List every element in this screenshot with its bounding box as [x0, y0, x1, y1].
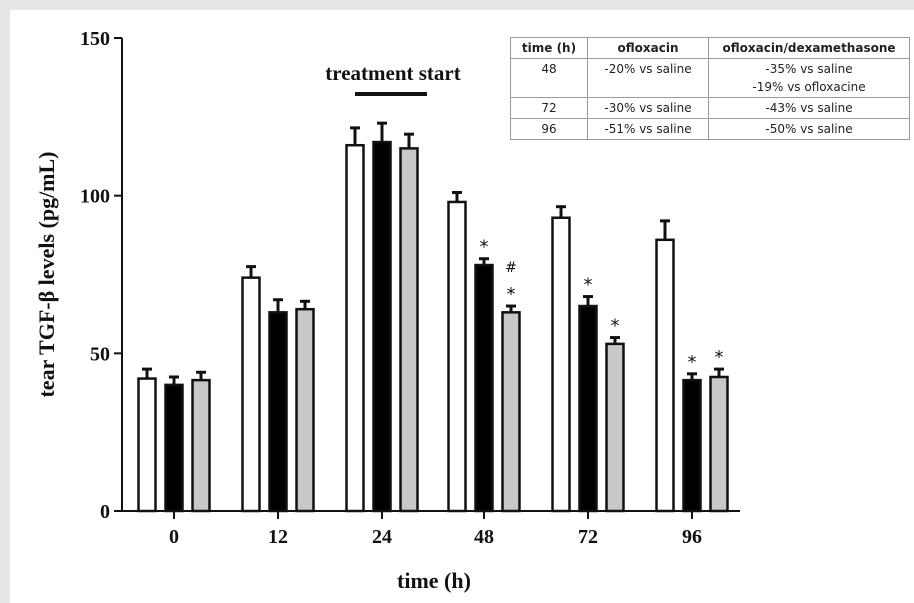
- bar: [372, 140, 392, 513]
- bar: [295, 307, 315, 513]
- bar: [164, 383, 184, 513]
- table-row: 96 -51% vs saline -50% vs saline: [510, 118, 910, 140]
- asterisk-marker: *: [480, 237, 489, 258]
- x-tick-label: 96: [682, 526, 702, 548]
- bar: [345, 143, 365, 513]
- table-cell: -43% vs saline: [708, 97, 910, 119]
- asterisk-marker: *: [715, 347, 724, 368]
- x-tick-label: 12: [268, 526, 288, 548]
- table-cell: -50% vs saline: [708, 118, 910, 140]
- table-cell: 72: [510, 97, 588, 119]
- asterisk-marker: *: [507, 284, 516, 305]
- bar: [241, 276, 261, 513]
- bar: [682, 378, 702, 513]
- table-row: 72 -30% vs saline -43% vs saline: [510, 97, 910, 119]
- table-header-time: time (h): [510, 37, 588, 59]
- bar: [605, 342, 625, 513]
- bar: [474, 263, 494, 513]
- hash-marker: #: [505, 260, 517, 276]
- bar: [137, 377, 157, 513]
- bar: [551, 216, 571, 513]
- x-tick-label: 24: [372, 526, 392, 548]
- y-tick-label: 100: [80, 186, 110, 208]
- table-cell: -20% vs saline: [587, 58, 709, 98]
- table-header-ofloxacin: ofloxacin: [587, 37, 709, 59]
- treatment-start-label: treatment start: [325, 61, 460, 85]
- bar: [578, 304, 598, 513]
- bar: [655, 238, 675, 513]
- x-axis-title: time (h): [397, 568, 471, 593]
- table-cell: 48: [510, 58, 588, 98]
- percent-change-table: time (h) ofloxacin ofloxacin/dexamethaso…: [510, 37, 910, 140]
- asterisk-marker: *: [611, 316, 620, 337]
- bar: [709, 375, 729, 513]
- x-tick-label: 72: [578, 526, 598, 548]
- bar: [447, 200, 467, 513]
- bar: [268, 311, 288, 513]
- table-cell: -35% vs saline -19% vs ofloxacine: [708, 58, 910, 98]
- table-row: 48 -20% vs saline -35% vs saline -19% vs…: [510, 58, 910, 98]
- x-tick-label: 48: [474, 526, 494, 548]
- table-cell: -30% vs saline: [587, 97, 709, 119]
- y-tick-label: 150: [80, 28, 110, 50]
- table-cell: -51% vs saline: [587, 118, 709, 140]
- table-cell: 96: [510, 118, 588, 140]
- asterisk-marker: *: [688, 352, 697, 373]
- y-tick-label: 0: [100, 501, 110, 523]
- bar: [399, 147, 419, 513]
- bar: [501, 311, 521, 513]
- asterisk-marker: *: [584, 275, 593, 296]
- bar: [191, 378, 211, 513]
- y-axis-title: tear TGF-β levels (pg/mL): [34, 151, 59, 397]
- x-tick-label: 0: [169, 526, 179, 548]
- table-header-combination: ofloxacin/dexamethasone: [708, 37, 910, 59]
- table-header-row: time (h) ofloxacin ofloxacin/dexamethaso…: [510, 37, 910, 59]
- chart-card: 0 50 100 150 0 12 24 48 72 96 time (h) tear TGF-β l…: [10, 10, 914, 603]
- y-tick-label: 50: [90, 343, 110, 365]
